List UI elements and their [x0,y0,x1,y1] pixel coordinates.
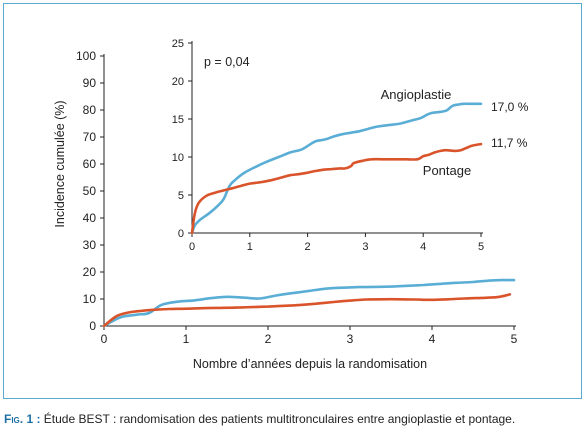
x-tick-label: 3 [362,241,368,253]
series-line-angioplastie [102,278,516,328]
y-tick-label: 20 [83,265,97,279]
figure-frame: 0 1 2 3 4 5 0 10 20 30 40 50 60 70 80 90 100 0 1 2 3 4 5 0 5 10 1… [3,3,582,399]
main-plot-lines [102,278,516,328]
inset-plot-axes: 0 1 2 3 4 5 0 5 10 15 20 25 [172,38,484,253]
series-line-angioplastie [190,102,483,235]
x-axis-label: Nombre d’années depuis la randomisation [193,357,427,371]
figure-caption: Fig. 1 : Étude BEST : randomisation des … [4,412,515,426]
y-tick-label: 5 [178,190,184,202]
angioplastie-end-value: 17,0 % [491,100,529,114]
pontage-end-value: 11,7 % [491,136,528,150]
y-tick-label: 100 [76,49,96,63]
caption-label: Fig. 1 : [4,412,41,426]
x-tick-label: 0 [101,332,108,346]
y-tick-label: 10 [83,292,97,306]
y-tick-label: 15 [172,114,184,126]
y-tick-label: 0 [89,319,96,333]
x-tick-label: 1 [183,332,190,346]
x-tick-label: 1 [247,241,253,253]
x-tick-label: 4 [420,241,426,253]
p-value-annotation: p = 0,04 [204,55,250,69]
x-tick-label: 2 [265,332,272,346]
series-line-pontage [102,293,512,328]
y-tick-label: 0 [178,228,184,240]
y-tick-label: 90 [83,76,97,90]
caption-text: Étude BEST : randomisation des patients … [43,412,516,426]
y-tick-label: 10 [172,152,184,164]
x-tick-label: 3 [347,332,354,346]
legend-angioplastie: Angioplastie [381,87,452,102]
x-tick-label: 5 [511,332,518,346]
inset-plot-lines [190,102,483,235]
x-tick-label: 0 [189,241,195,253]
y-tick-label: 30 [83,238,97,252]
legend-pontage: Pontage [423,163,471,178]
y-tick-label: 70 [83,130,97,144]
y-tick-label: 40 [83,211,97,225]
x-tick-label: 2 [305,241,311,253]
series-line-pontage [190,142,483,235]
y-tick-label: 60 [83,157,97,171]
x-tick-label: 4 [429,332,436,346]
y-tick-label: 50 [83,184,97,198]
y-tick-label: 25 [172,38,184,50]
y-axis-label: Incidence cumulée (%) [53,100,67,227]
y-tick-label: 20 [172,76,184,88]
y-tick-label: 80 [83,103,97,117]
x-tick-label: 5 [478,241,484,253]
